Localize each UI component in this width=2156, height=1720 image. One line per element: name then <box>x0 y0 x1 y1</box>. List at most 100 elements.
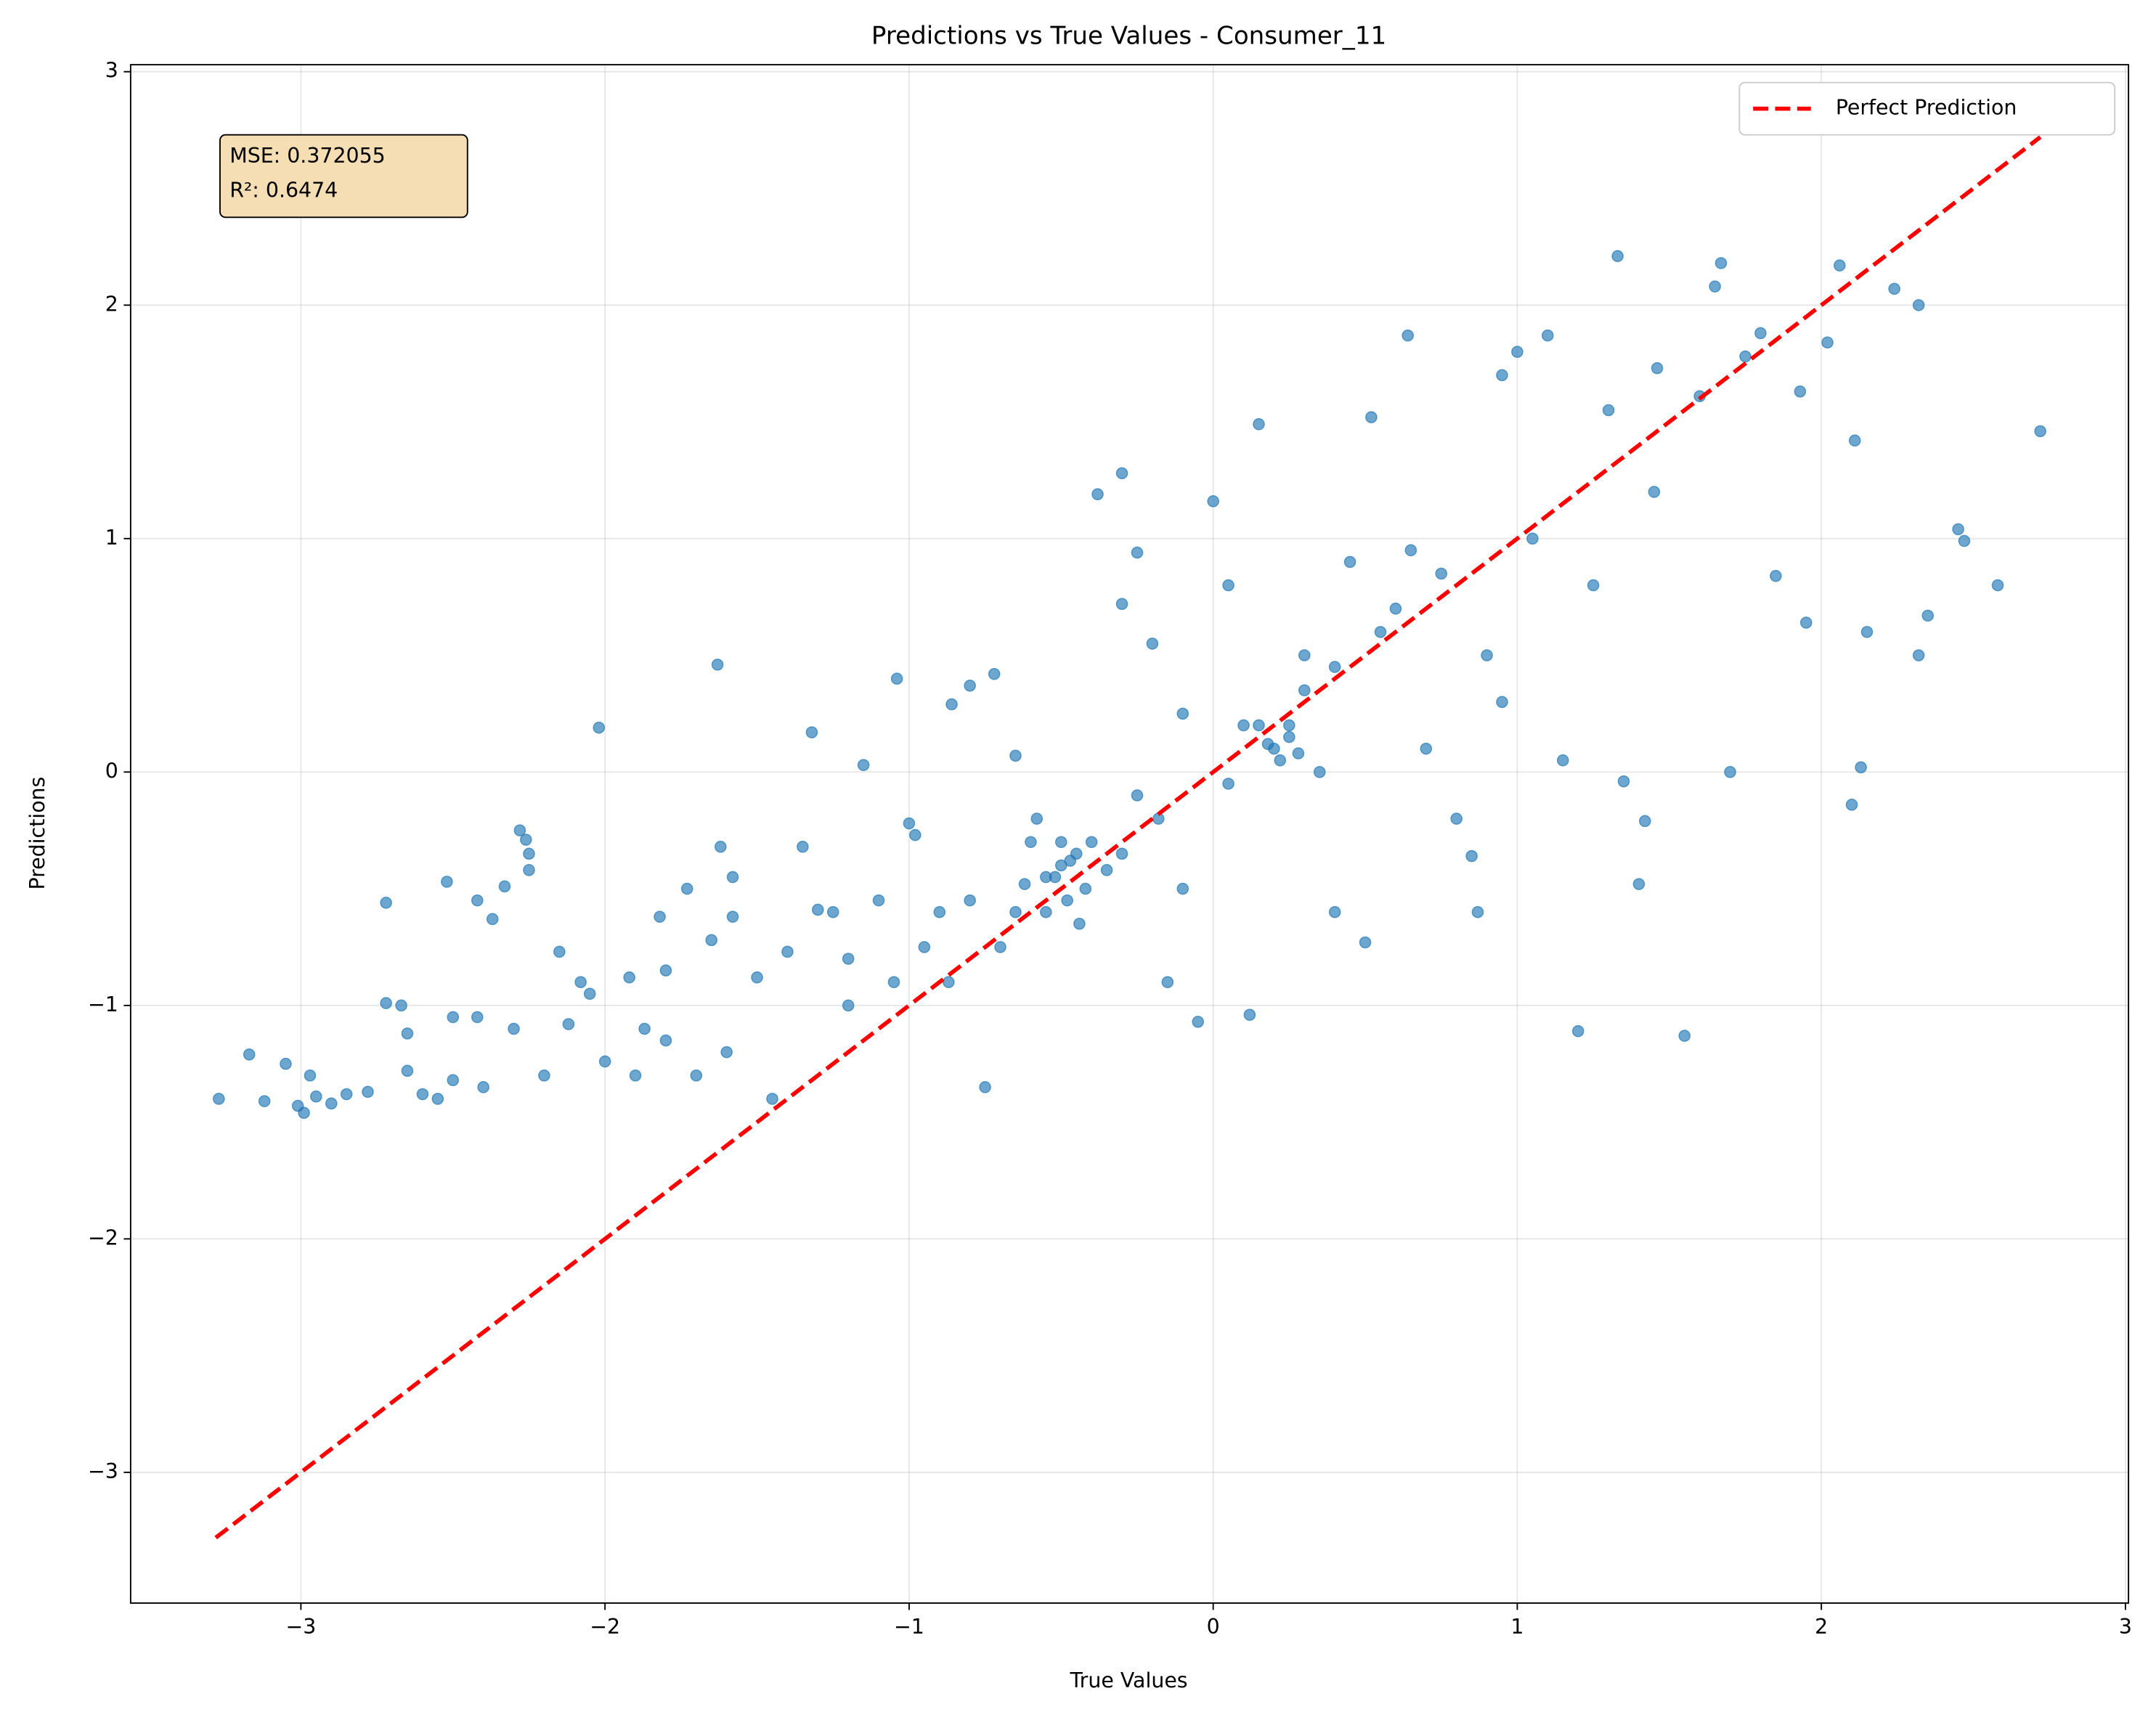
scatter-point <box>1855 761 1867 774</box>
scatter-point <box>797 840 809 853</box>
scatter-point <box>988 667 1001 680</box>
scatter-point <box>1009 749 1022 762</box>
scatter-point <box>1389 602 1402 615</box>
scatter-point <box>486 913 499 926</box>
scatter-point <box>1237 719 1250 732</box>
scatter-point <box>1207 495 1219 508</box>
scatter-point <box>1556 754 1569 767</box>
x-tick-label: 1 <box>1510 1615 1524 1639</box>
scatter-point <box>1848 434 1861 447</box>
scatter-point <box>471 1011 484 1024</box>
scatter-point <box>1328 661 1341 673</box>
scatter-point <box>441 876 453 888</box>
scatter-point <box>583 987 596 1000</box>
scatter-point <box>872 894 885 907</box>
scatter-point <box>887 976 900 989</box>
x-tick-label: 2 <box>1815 1615 1828 1639</box>
scatter-point <box>711 659 724 671</box>
scatter-point <box>431 1093 444 1105</box>
scatter-point <box>553 945 566 958</box>
scatter-point <box>1018 878 1031 890</box>
scatter-point <box>1602 404 1615 417</box>
scatter-point <box>2034 425 2047 438</box>
scatter-point <box>903 817 916 830</box>
scatter-point <box>416 1088 429 1101</box>
y-tick-label: −3 <box>88 1459 118 1483</box>
scatter-point <box>890 672 903 685</box>
scatter-point <box>258 1095 271 1107</box>
scatter-point <box>714 840 727 853</box>
scatter-point <box>1912 298 1925 311</box>
scatter-point <box>1115 847 1128 860</box>
scatter-point <box>1632 878 1646 890</box>
y-tick-label: −1 <box>88 993 118 1016</box>
scatter-point <box>1085 836 1098 849</box>
y-tick-label: 2 <box>105 292 118 316</box>
scatter-point <box>979 1081 991 1093</box>
scatter-point <box>212 1093 225 1105</box>
y-axis-label: Predictions <box>25 777 49 890</box>
scatter-point <box>1049 871 1062 884</box>
scatter-point <box>471 894 484 907</box>
scatter-point <box>1359 936 1372 949</box>
scatter-point <box>1091 488 1104 501</box>
scatter-point <box>1952 523 1964 536</box>
scatter-point <box>1821 336 1834 349</box>
scatter-point <box>508 1022 520 1035</box>
scatter-point <box>638 1022 651 1035</box>
scatter-point <box>1261 738 1274 751</box>
scatter-point <box>1192 1016 1205 1028</box>
scatter-point <box>1176 882 1189 895</box>
scatter-point <box>690 1069 703 1082</box>
scatter-point <box>523 864 535 876</box>
scatter-point <box>519 833 532 846</box>
scatter-point <box>1496 696 1508 709</box>
scatter-point <box>1638 815 1651 828</box>
scatter-point <box>477 1081 489 1093</box>
scatter-point <box>623 971 635 984</box>
scatter-point <box>629 1069 642 1082</box>
scatter-point <box>395 999 407 1012</box>
x-axis-label: True Values <box>1070 1668 1188 1692</box>
scatter-point <box>401 1027 414 1040</box>
scatter-point <box>726 910 739 923</box>
scatter-point <box>362 1085 374 1099</box>
scatter-point <box>1511 346 1524 358</box>
scatter-point <box>1465 849 1478 863</box>
annotation-box <box>219 134 468 219</box>
scatter-point <box>1343 555 1356 568</box>
scatter-point <box>1298 684 1311 697</box>
scatter-point <box>945 698 958 711</box>
scatter-point <box>1888 282 1901 296</box>
scatter-point <box>1030 812 1044 825</box>
scatter-point <box>1991 579 2004 592</box>
scatter-point <box>720 1046 733 1059</box>
legend-box <box>1738 81 2116 136</box>
scatter-point <box>1292 747 1305 759</box>
scatter-point <box>1833 259 1846 272</box>
scatter-point <box>304 1069 317 1082</box>
scatter-point <box>1222 579 1234 592</box>
scatter-point <box>498 880 511 893</box>
scatter-point <box>781 945 794 958</box>
scatter-point <box>325 1097 338 1110</box>
scatter-point <box>811 903 824 916</box>
scatter-point <box>1587 579 1600 592</box>
scatter-point <box>1283 719 1295 732</box>
scatter-point <box>1541 329 1554 342</box>
scatter-point <box>447 1074 460 1087</box>
scatter-point <box>1921 609 1935 622</box>
scatter-point <box>1243 1008 1256 1022</box>
scatter-point <box>826 905 839 918</box>
scatter-point <box>766 1093 778 1105</box>
scatter-point <box>1115 598 1128 611</box>
scatter-point <box>1860 626 1874 638</box>
scatter-point <box>447 1011 460 1024</box>
scatter-point <box>1724 765 1736 778</box>
scatter-point <box>1365 411 1378 423</box>
scatter-point <box>964 680 976 692</box>
scatter-point <box>380 997 392 1009</box>
scatter-point <box>933 905 946 918</box>
